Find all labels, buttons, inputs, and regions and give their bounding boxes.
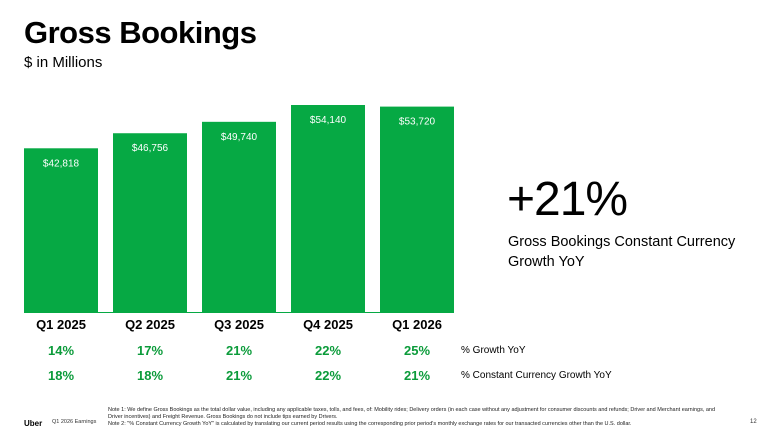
cc-growth-yoy-value: 18% [47,368,75,383]
growth-yoy-row-label: % Growth YoY [461,345,526,356]
footnote-1: Note 1: We define Gross Bookings as the … [108,407,716,420]
uber-logo: Uber [24,419,43,428]
cc-growth-yoy-row-label: % Constant Currency Growth YoY [461,370,612,381]
bar-value-label: $42,818 [43,158,80,169]
highlight-caption: Gross Bookings Constant Currency Growth … [508,234,736,270]
growth-yoy-value: 17% [136,343,164,358]
category-label: Q1 2026 [392,317,442,332]
page-title: Gross Bookings [24,15,257,50]
growth-yoy-value: 22% [314,343,342,358]
footer-source: Q1 2026 Earnings [52,419,97,425]
growth-yoy-value: 25% [403,343,431,358]
bar-q1-2025 [24,148,98,312]
highlight-value: +21% [507,173,628,226]
cc-growth-yoy-value: 21% [403,368,431,383]
bar-q2-2025 [113,133,187,312]
cc-growth-yoy-value: 18% [136,368,164,383]
category-label: Q1 2025 [36,317,86,332]
bar-value-label: $49,740 [221,132,258,143]
bar-q4-2025 [291,105,365,312]
cc-growth-yoy-value: 22% [314,368,342,383]
category-label: Q4 2025 [303,317,353,332]
footnote-2: Note 2: "% Constant Currency Growth YoY"… [108,421,632,427]
growth-yoy-value: 21% [225,343,253,358]
category-label: Q2 2025 [125,317,175,332]
bar-value-label: $46,756 [132,143,169,154]
page-subtitle: $ in Millions [24,54,103,71]
category-label: Q3 2025 [214,317,264,332]
growth-yoy-value: 14% [47,343,75,358]
cc-growth-yoy-value: 21% [225,368,253,383]
footnotes: Note 1: We define Gross Bookings as the … [108,407,718,428]
bar-q1-2026 [380,106,454,312]
bar-q3-2025 [202,121,276,312]
bar-value-label: $53,720 [399,117,436,128]
bar-value-label: $54,140 [310,115,347,126]
page-number: 12 [750,419,757,425]
